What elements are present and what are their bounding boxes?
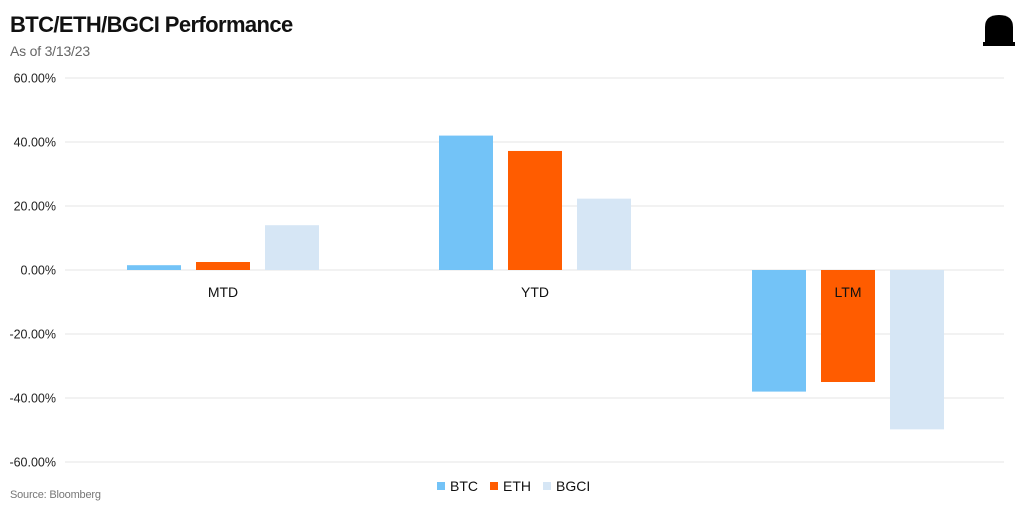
bar-btc-mtd xyxy=(127,265,181,270)
bar-bgci-ltm xyxy=(890,270,944,430)
legend-label-btc: BTC xyxy=(450,478,478,494)
y-tick-label: 60.00% xyxy=(14,72,56,86)
legend-swatch-btc xyxy=(437,482,445,490)
x-category-label: MTD xyxy=(208,284,238,300)
chart-subtitle: As of 3/13/23 xyxy=(10,43,90,59)
bar-eth-mtd xyxy=(196,262,250,270)
legend-swatch-eth xyxy=(490,482,498,490)
legend-item-btc: BTC xyxy=(437,478,478,494)
y-tick-label: 0.00% xyxy=(21,264,56,278)
bar-btc-ytd xyxy=(439,135,493,270)
chart-legend: BTC ETH BGCI xyxy=(437,478,590,494)
x-category-label: LTM xyxy=(835,284,862,300)
bar-btc-ltm xyxy=(752,270,806,392)
legend-item-bgci: BGCI xyxy=(543,478,590,494)
x-category-label: YTD xyxy=(521,284,549,300)
bar-bgci-mtd xyxy=(265,225,319,270)
legend-item-eth: ETH xyxy=(490,478,531,494)
source-note: Source: Bloomberg xyxy=(10,489,101,501)
coinbase-logo-icon xyxy=(983,15,1015,46)
y-tick-label: -60.00% xyxy=(9,456,56,470)
bar-eth-ytd xyxy=(508,150,562,270)
y-tick-label: -40.00% xyxy=(9,392,56,406)
y-tick-label: -20.00% xyxy=(9,328,56,342)
y-tick-label: 20.00% xyxy=(14,200,56,214)
legend-label-bgci: BGCI xyxy=(556,478,591,494)
legend-swatch-bgci xyxy=(543,482,551,490)
legend-label-eth: ETH xyxy=(503,478,531,494)
bar-eth-ltm xyxy=(821,270,875,382)
bar-bgci-ytd xyxy=(577,198,631,270)
chart-title: BTC/ETH/BGCI Performance xyxy=(10,12,293,37)
y-tick-label: 40.00% xyxy=(14,136,56,150)
